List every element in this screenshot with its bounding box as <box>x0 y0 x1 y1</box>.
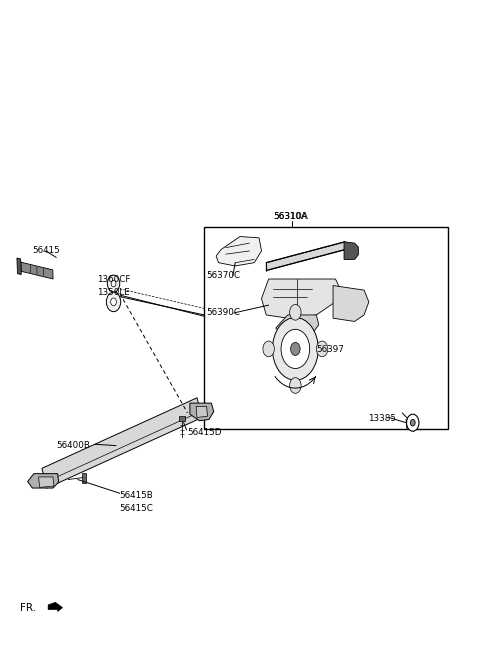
Text: 56310A: 56310A <box>274 213 307 222</box>
Circle shape <box>273 318 318 380</box>
Polygon shape <box>42 398 202 488</box>
Circle shape <box>410 419 415 426</box>
Circle shape <box>289 378 301 394</box>
Polygon shape <box>48 602 62 611</box>
Polygon shape <box>276 315 319 336</box>
Text: 56400B: 56400B <box>56 441 90 450</box>
Bar <box>204 227 447 429</box>
Circle shape <box>290 342 300 356</box>
Polygon shape <box>82 473 86 483</box>
Polygon shape <box>38 477 54 487</box>
Text: 56415D: 56415D <box>188 428 222 437</box>
Polygon shape <box>344 242 359 259</box>
Text: 56415B: 56415B <box>120 491 154 501</box>
Circle shape <box>407 414 419 431</box>
Text: 56390C: 56390C <box>206 308 240 318</box>
Polygon shape <box>333 285 369 321</box>
Circle shape <box>111 298 116 306</box>
Polygon shape <box>266 242 345 270</box>
Polygon shape <box>190 403 214 420</box>
Text: 1360CF: 1360CF <box>97 274 130 283</box>
Text: 56310A: 56310A <box>274 213 308 222</box>
Text: FR.: FR. <box>21 603 36 613</box>
Circle shape <box>289 304 301 320</box>
Text: 56415: 56415 <box>33 247 60 255</box>
Circle shape <box>108 275 120 292</box>
Polygon shape <box>17 258 21 275</box>
Text: 56415C: 56415C <box>120 504 154 513</box>
Polygon shape <box>262 279 340 318</box>
Circle shape <box>107 292 120 312</box>
Polygon shape <box>28 474 59 488</box>
Polygon shape <box>216 237 262 266</box>
Circle shape <box>281 329 310 369</box>
Polygon shape <box>196 406 207 417</box>
Circle shape <box>263 341 275 357</box>
Text: 13385: 13385 <box>368 414 396 422</box>
Text: 56397: 56397 <box>316 345 344 354</box>
Text: 1350LE: 1350LE <box>97 288 130 297</box>
Circle shape <box>111 280 116 287</box>
Circle shape <box>316 341 328 357</box>
Text: 56370C: 56370C <box>206 271 240 280</box>
Polygon shape <box>21 262 53 279</box>
Polygon shape <box>179 415 185 420</box>
